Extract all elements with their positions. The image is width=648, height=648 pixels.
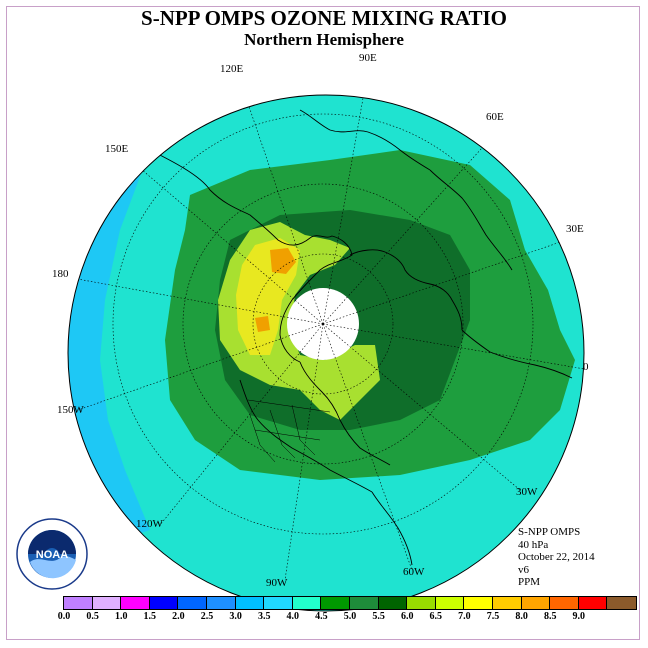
coastline-asia — [149, 149, 353, 363]
coastline-europe — [461, 329, 573, 379]
colorbar-tick-label: 3.5 — [257, 611, 271, 622]
meridian-60w — [322, 323, 413, 571]
meridian-90e — [322, 95, 369, 325]
info-date: October 22, 2014 — [518, 551, 595, 563]
map-boundary — [67, 94, 585, 612]
coastline-mediterranean — [429, 169, 513, 271]
colorbar-tick-label: 8.0 — [515, 611, 528, 622]
colorbar — [63, 596, 637, 610]
colorbar-tick-label: 3.0 — [229, 611, 242, 622]
lon-label-90w: 90W — [266, 577, 288, 589]
colorbar-segment — [264, 597, 293, 609]
colorbar-segment — [178, 597, 207, 609]
colorbar-tick-label: 4.0 — [286, 611, 300, 622]
info-version: v6 — [518, 563, 529, 576]
colorbar-segment — [292, 597, 322, 609]
colorbar-tick-label: 0.0 — [57, 611, 71, 622]
map-title: S-NPP OMPS OZONE MIXING RATIO — [141, 6, 507, 30]
meridian-150e — [127, 157, 324, 325]
coastlines — [149, 109, 573, 566]
info-units: PPM — [518, 576, 541, 588]
meridian-180 — [71, 277, 324, 325]
lon-label-120e: 120E — [220, 63, 244, 75]
colorbar-segment — [550, 597, 579, 609]
graticule — [71, 95, 584, 581]
colorbar-tick-label: 8.5 — [543, 611, 557, 622]
meridian-90w — [284, 323, 324, 581]
colorbar-segment — [578, 597, 608, 609]
latitude-circle-70 — [252, 253, 394, 395]
coastline-greenland — [349, 249, 463, 331]
colorbar-segment — [407, 597, 436, 609]
colorbar-segment — [149, 597, 179, 609]
meridian-150w — [77, 323, 324, 411]
lon-label-150w: 150W — [57, 404, 84, 416]
colorbar-segment — [92, 597, 122, 609]
noaa-logo: NOAA — [16, 518, 88, 590]
colorbar-tick-label: 1.5 — [143, 611, 157, 622]
latitude-circle-30 — [112, 113, 534, 535]
colorbar-tick-label: 0.5 — [86, 611, 99, 622]
colorbar-tick-label: 6.0 — [400, 611, 414, 622]
coastline-canada — [299, 361, 391, 466]
us-state-lines — [247, 399, 331, 463]
colorbar-segment — [435, 597, 465, 609]
colorbar-tick-label: 2.5 — [200, 611, 214, 622]
lon-label-60e: 60E — [486, 111, 504, 123]
colorbar-segment — [349, 597, 379, 609]
coastline-north-america — [239, 379, 373, 493]
colorbar-tick-label: 7.5 — [486, 611, 500, 622]
colorbar-segment — [607, 597, 636, 609]
meridian-30w — [322, 323, 521, 491]
lon-label-90e: 90E — [359, 52, 377, 64]
info-instrument: S-NPP OMPS — [518, 526, 581, 538]
colorbar-segment — [235, 597, 265, 609]
lon-label-150e: 150E — [105, 143, 129, 155]
colorbar-segment — [64, 597, 93, 609]
coastline-central-america — [371, 491, 413, 566]
colorbar-tick-label: 7.0 — [458, 611, 471, 622]
lon-label-60w: 60W — [403, 566, 425, 578]
ozone-field — [68, 95, 584, 611]
colorbar-tick-label: 9.0 — [572, 611, 586, 622]
colorbar-tick-label: 2.0 — [172, 611, 185, 622]
colorbar-tick-label: 4.5 — [315, 611, 328, 622]
product-info: S-NPP OMPS 40 hPa October 22, 2014 v6 PP… — [518, 526, 595, 589]
ozone-region-high-orange-small — [255, 316, 270, 332]
lon-label-120w: 120W — [136, 518, 163, 530]
colorbar-segment — [492, 597, 522, 609]
colorbar-tick-label: 1.0 — [114, 611, 128, 622]
colorbar-segment — [378, 597, 408, 609]
colorbar-segment — [206, 597, 236, 609]
meridian-120w — [159, 323, 324, 526]
lon-label-30e: 30E — [566, 223, 584, 235]
colorbar-tick-label: 6.5 — [429, 611, 443, 622]
lon-label-0: 0 — [583, 361, 589, 373]
ozone-region-high-orange — [270, 248, 296, 274]
coastline-africa — [299, 109, 431, 171]
state-boundaries — [247, 399, 331, 463]
meridian-120e — [239, 95, 324, 325]
lon-label-180: 180 — [52, 268, 69, 280]
map-subtitle: Northern Hemisphere — [244, 30, 404, 49]
colorbar-tick-label: 5.0 — [343, 611, 357, 622]
lon-label-30w: 30W — [516, 486, 538, 498]
colorbar-tick-label: 5.5 — [372, 611, 385, 622]
colorbar-segment — [121, 597, 150, 609]
colorbar-segment — [464, 597, 493, 609]
info-level: 40 hPa — [518, 538, 549, 551]
latitude-circle-50 — [182, 183, 464, 465]
colorbar-segment — [321, 597, 350, 609]
noaa-logo-text: NOAA — [36, 549, 68, 561]
colorbar-segment — [521, 597, 551, 609]
image-frame — [6, 6, 640, 640]
